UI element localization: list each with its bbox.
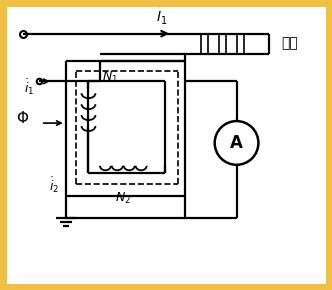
Text: $\dot{i}_2$: $\dot{i}_2$ bbox=[48, 175, 59, 195]
Text: $\dot{i}_1$: $\dot{i}_1$ bbox=[24, 78, 34, 97]
Text: $N_2$: $N_2$ bbox=[115, 191, 131, 206]
Bar bbox=[201, 34, 208, 54]
Circle shape bbox=[215, 121, 258, 165]
Text: $\dot{I}_1$: $\dot{I}_1$ bbox=[156, 6, 168, 27]
Text: $\Phi$: $\Phi$ bbox=[16, 110, 30, 126]
Bar bbox=[219, 34, 226, 54]
Text: $N_1$: $N_1$ bbox=[102, 69, 119, 84]
Text: 负荷: 负荷 bbox=[281, 37, 298, 50]
Bar bbox=[237, 34, 244, 54]
Text: A: A bbox=[230, 134, 243, 152]
